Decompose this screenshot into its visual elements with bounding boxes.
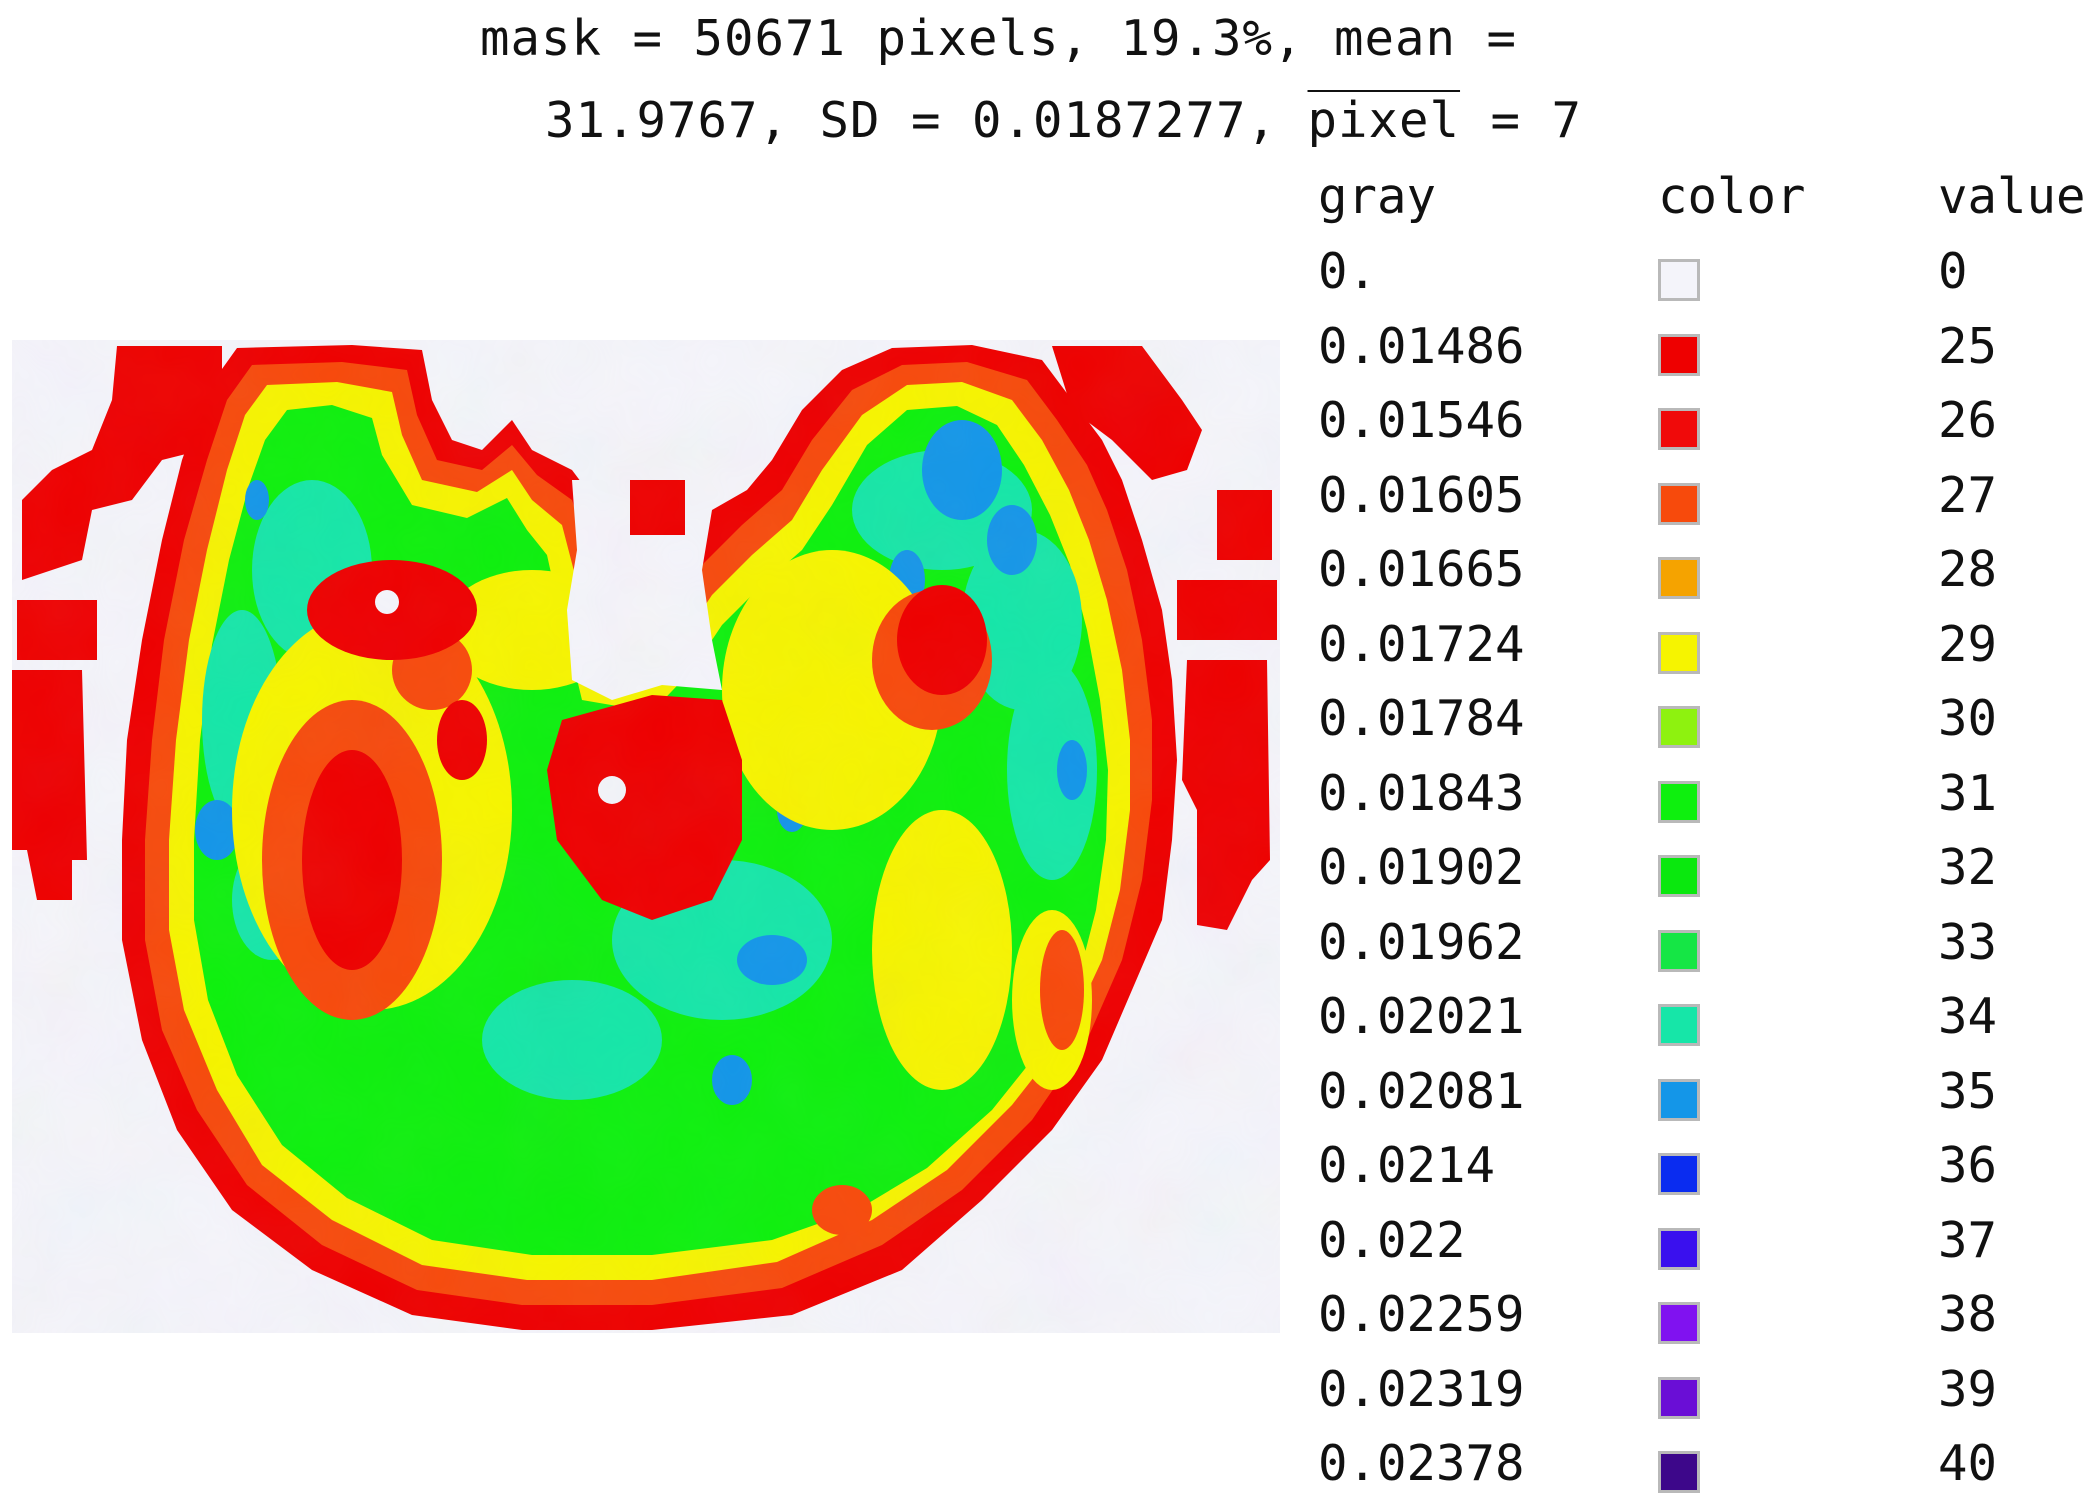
legend-gray-value: 0.01843 bbox=[1318, 764, 1525, 822]
legend-gray-value: 0.02319 bbox=[1318, 1360, 1525, 1418]
legend-gray-value: 0.022 bbox=[1318, 1211, 1466, 1269]
legend-color-swatch bbox=[1658, 482, 1700, 525]
legend-row: 0.01665 28 bbox=[1318, 541, 2099, 615]
legend-row: 0.01962 33 bbox=[1318, 914, 2099, 988]
stats-line-1: mask = 50671 pixels, 19.3%, mean = bbox=[480, 10, 1518, 67]
legend-row: 0.01546 26 bbox=[1318, 392, 2099, 466]
legend-value: 38 bbox=[1938, 1286, 1998, 1343]
legend-color-swatch bbox=[1658, 408, 1700, 450]
stats-line-2-suffix: = 7 bbox=[1460, 92, 1583, 149]
legend-header-value: value bbox=[1938, 168, 2086, 225]
legend-value: 36 bbox=[1938, 1137, 1998, 1194]
texture-overlay bbox=[12, 340, 1280, 1333]
legend-color-swatch bbox=[1658, 855, 1700, 897]
legend-color-swatch bbox=[1658, 929, 1700, 972]
legend-color-swatch bbox=[1658, 333, 1700, 376]
legend-gray-value: 0.01784 bbox=[1318, 690, 1525, 747]
legend-row: 0.02021 34 bbox=[1318, 988, 2099, 1062]
legend-color-swatch bbox=[1658, 1302, 1700, 1344]
legend-row: 0.01784 30 bbox=[1318, 690, 2099, 764]
legend-color-swatch bbox=[1658, 1078, 1700, 1121]
legend-row: 0.01843 31 bbox=[1318, 765, 2099, 839]
legend-row: 0.01605 27 bbox=[1318, 467, 2099, 541]
legend-gray-value: 0.02259 bbox=[1318, 1286, 1525, 1343]
legend-gray-value: 0.02081 bbox=[1318, 1062, 1525, 1120]
legend-color-swatch bbox=[1658, 1153, 1700, 1195]
legend-gray-value: 0. bbox=[1318, 243, 1378, 300]
legend-row: 0.02378 40 bbox=[1318, 1435, 2099, 1509]
legend-value: 35 bbox=[1938, 1062, 1998, 1120]
legend-gray-value: 0.0214 bbox=[1318, 1137, 1496, 1194]
legend-row: 0.022 37 bbox=[1318, 1212, 2099, 1286]
legend-value: 39 bbox=[1938, 1360, 1998, 1418]
legend-value: 40 bbox=[1938, 1435, 1998, 1492]
legend-value: 32 bbox=[1938, 839, 1998, 896]
legend-value: 30 bbox=[1938, 690, 1998, 747]
legend-value: 27 bbox=[1938, 466, 1998, 524]
legend-value: 28 bbox=[1938, 541, 1998, 598]
legend-value: 37 bbox=[1938, 1211, 1998, 1269]
legend-header-gray: gray bbox=[1318, 168, 1437, 225]
legend-color-swatch bbox=[1658, 1451, 1700, 1493]
legend-value: 29 bbox=[1938, 615, 1998, 673]
legend-gray-value: 0.01546 bbox=[1318, 392, 1525, 449]
legend-gray-value: 0.01724 bbox=[1318, 615, 1525, 673]
legend-row: 0. 0 bbox=[1318, 243, 2099, 317]
legend-value: 33 bbox=[1938, 913, 1998, 971]
legend-gray-value: 0.01962 bbox=[1318, 913, 1525, 971]
legend-color-swatch bbox=[1658, 557, 1700, 599]
legend-gray-value: 0.01486 bbox=[1318, 317, 1525, 375]
legend-row: 0.01724 29 bbox=[1318, 616, 2099, 690]
legend-value: 25 bbox=[1938, 317, 1998, 375]
legend-gray-value: 0.02021 bbox=[1318, 988, 1525, 1045]
legend-row: 0.02319 39 bbox=[1318, 1361, 2099, 1435]
mean-pixel-label: pixel bbox=[1307, 92, 1461, 149]
legend-header-color: color bbox=[1658, 168, 1806, 225]
legend-gray-value: 0.02378 bbox=[1318, 1435, 1525, 1492]
legend-gray-value: 0.01665 bbox=[1318, 541, 1525, 598]
legend-value: 31 bbox=[1938, 764, 1998, 822]
legend-color-swatch bbox=[1658, 1004, 1700, 1046]
brain-colormap-image bbox=[12, 340, 1280, 1333]
legend-value: 34 bbox=[1938, 988, 1998, 1045]
legend-color-swatch bbox=[1658, 1227, 1700, 1270]
legend-color-swatch bbox=[1658, 1376, 1700, 1419]
legend-value: 0 bbox=[1938, 243, 1968, 300]
legend-row: 0.01486 25 bbox=[1318, 318, 2099, 392]
legend-gray-value: 0.01902 bbox=[1318, 839, 1525, 896]
legend-gray-value: 0.01605 bbox=[1318, 466, 1525, 524]
legend-value: 26 bbox=[1938, 392, 1998, 449]
legend-color-swatch bbox=[1658, 780, 1700, 823]
stats-line-2: 31.9767, SD = 0.0187277, pixel = 7 bbox=[545, 92, 1582, 149]
legend-color-swatch bbox=[1658, 706, 1700, 748]
legend-color-swatch bbox=[1658, 631, 1700, 674]
legend-row: 0.02259 38 bbox=[1318, 1286, 2099, 1360]
legend-row: 0.01902 32 bbox=[1318, 839, 2099, 913]
legend-row: 0.0214 36 bbox=[1318, 1137, 2099, 1211]
legend-color-swatch bbox=[1658, 259, 1700, 301]
stats-line-2-prefix: 31.9767, SD = 0.0187277, bbox=[545, 92, 1308, 149]
legend-row: 0.02081 35 bbox=[1318, 1063, 2099, 1137]
